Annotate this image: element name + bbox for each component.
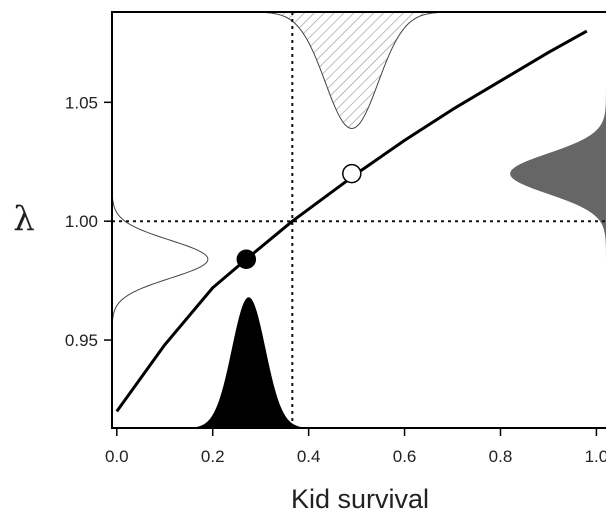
x-tick-label: 0.0: [105, 447, 129, 466]
x-tick-label: 1.0: [585, 447, 606, 466]
x-tick-label: 0.2: [201, 447, 225, 466]
point-open: [342, 163, 362, 184]
point-filled: [236, 249, 257, 269]
x-tick-label: 0.8: [489, 447, 513, 466]
distribution-left: [112, 173, 209, 346]
distribution-bottom: [181, 297, 316, 428]
y-tick-label: 1.00: [65, 212, 98, 231]
x-axis-title: Kid survival: [291, 484, 429, 514]
y-tick-label: 0.95: [65, 331, 98, 350]
x-tick-label: 0.6: [393, 447, 417, 466]
distribution-top: [245, 12, 458, 129]
plot-frame: [111, 11, 606, 429]
distribution-right: [510, 82, 606, 265]
y-tick-label: 1.05: [65, 93, 98, 112]
x-tick-label: 0.4: [297, 447, 321, 466]
y-axis-title: λ: [13, 199, 35, 239]
